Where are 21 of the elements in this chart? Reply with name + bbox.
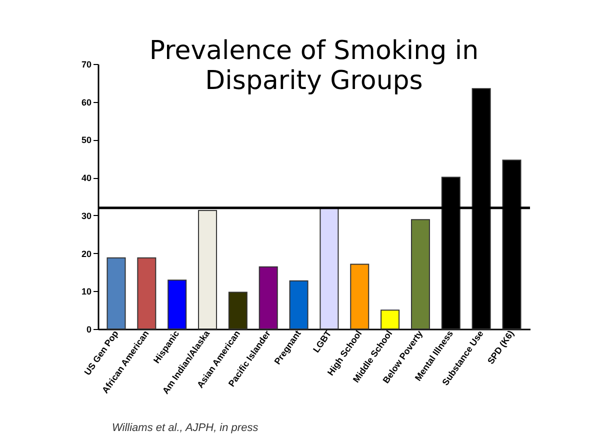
y-tick-label: 60 — [81, 97, 92, 108]
bar — [137, 257, 156, 330]
bar — [380, 310, 400, 330]
y-tick-label: 50 — [81, 135, 92, 146]
bar — [320, 207, 339, 330]
bar — [410, 219, 430, 330]
y-tick-label: 70 — [81, 60, 92, 70]
y-tick-label: 20 — [81, 248, 92, 259]
y-tick-label: 30 — [81, 210, 92, 221]
bar — [228, 292, 248, 330]
bar — [106, 257, 126, 330]
bar — [258, 266, 278, 330]
y-tick-label: 40 — [81, 173, 92, 184]
y-tick-label: 0 — [86, 324, 92, 334]
bar — [198, 210, 218, 330]
chart-title: Prevalence of Smoking in Disparity Groups — [149, 36, 479, 96]
y-tick-label: 10 — [81, 286, 92, 297]
bar — [168, 280, 187, 330]
text: Williams et al., AJPH, in press — [112, 422, 259, 434]
bar — [289, 280, 308, 330]
bar — [350, 264, 370, 330]
